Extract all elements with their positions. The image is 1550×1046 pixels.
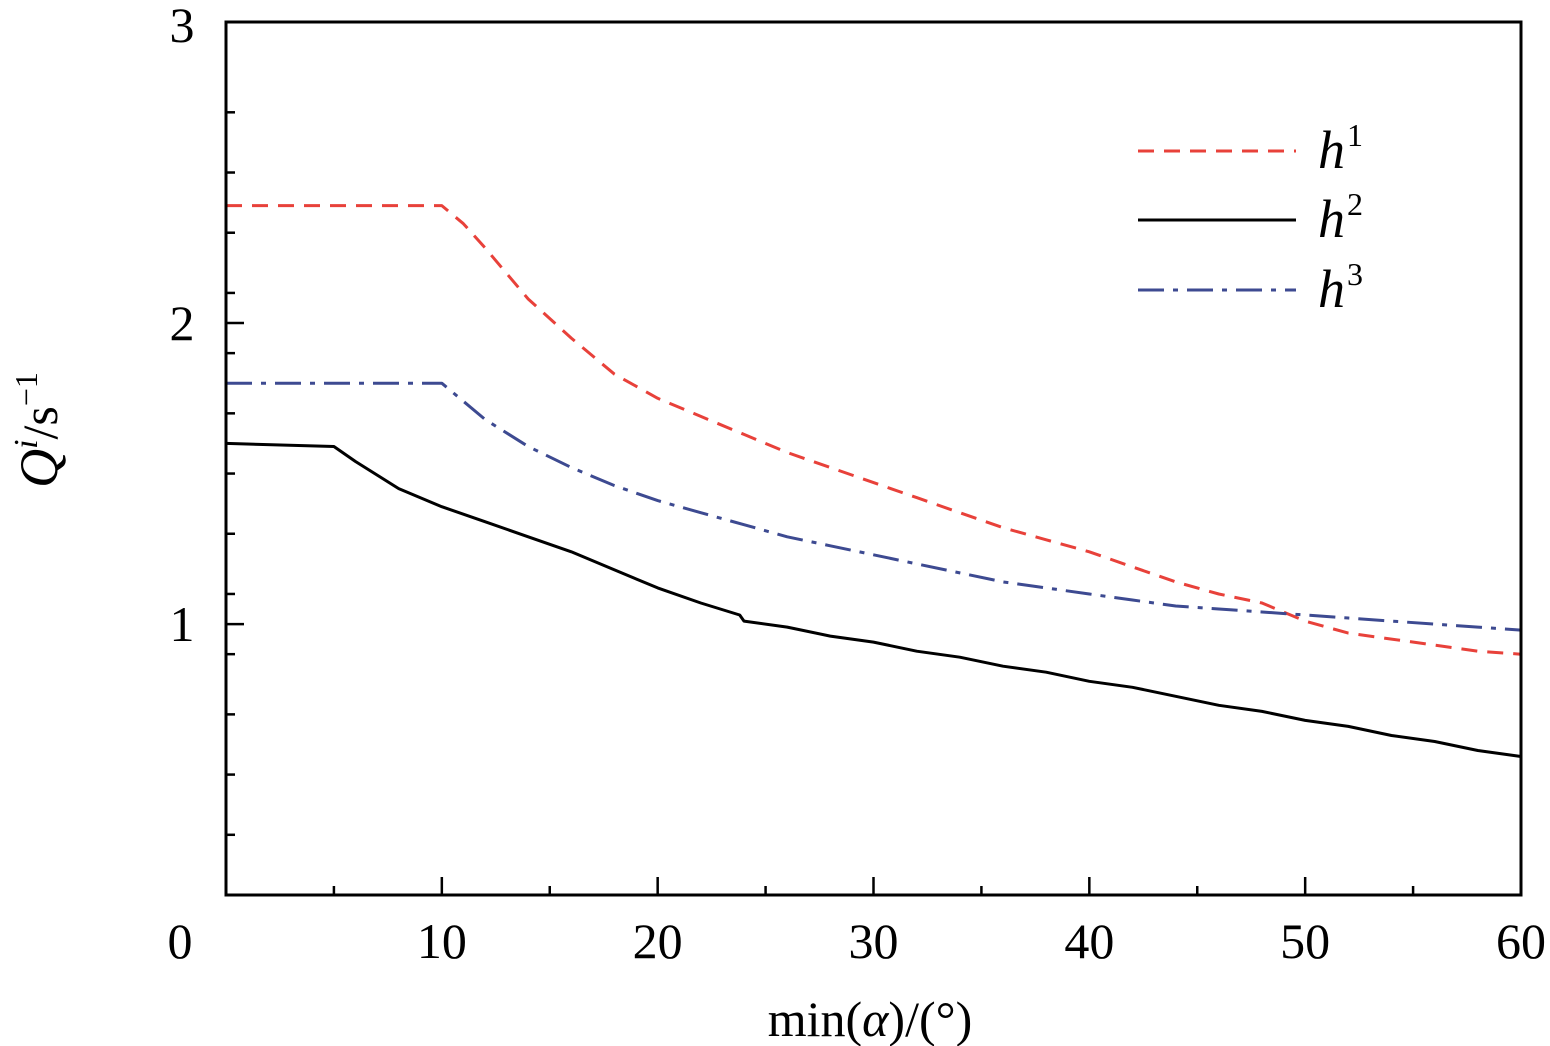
y-axis-label: Qi/s−1 <box>8 372 69 488</box>
y-tick-label: 1 <box>170 596 195 652</box>
y-axis-label-sup: i <box>8 439 45 448</box>
y-axis-label-unit-sup: −1 <box>8 372 44 406</box>
legend-label-h2: h2 <box>1318 186 1363 249</box>
y-tick-label: 2 <box>170 295 195 351</box>
tick-labels: 0 10 20 30 40 50 60 1 2 3 <box>168 0 1547 969</box>
axis-ticks <box>226 111 1415 895</box>
series-line-h2 <box>225 441 1522 758</box>
legend-label-var: h <box>1318 259 1345 319</box>
series-line-h3 <box>226 381 1522 632</box>
x-axis-label-prefix: min( <box>768 991 862 1046</box>
y-tick-label: 3 <box>170 0 195 53</box>
x-tick-label: 50 <box>1280 913 1330 969</box>
legend-label-h3: h3 <box>1318 256 1363 319</box>
y-axis-label-unit: /s <box>12 406 68 439</box>
series-line-h1 <box>226 204 1522 656</box>
series-lines <box>225 204 1522 758</box>
x-axis-label-suffix: )/(°) <box>888 991 972 1046</box>
x-tick-label: 30 <box>849 913 899 969</box>
x-tick-label: 0 <box>168 913 193 969</box>
x-tick-label: 40 <box>1064 913 1114 969</box>
x-axis-label-var: α <box>862 991 890 1046</box>
legend-label-h1: h1 <box>1318 117 1363 180</box>
y-axis-label-var: Q <box>9 449 69 488</box>
x-tick-label: 10 <box>417 913 467 969</box>
legend-label-var: h <box>1318 120 1345 180</box>
legend-label-sup: 3 <box>1347 256 1363 292</box>
legend-label-sup: 1 <box>1347 117 1363 153</box>
x-axis-label: min(α)/(°) <box>768 991 973 1046</box>
legend-label-var: h <box>1318 189 1345 249</box>
legend-label-sup: 2 <box>1347 186 1363 222</box>
plot-frame <box>224 20 1523 897</box>
x-tick-label: 20 <box>633 913 683 969</box>
x-tick-label: 60 <box>1496 913 1546 969</box>
